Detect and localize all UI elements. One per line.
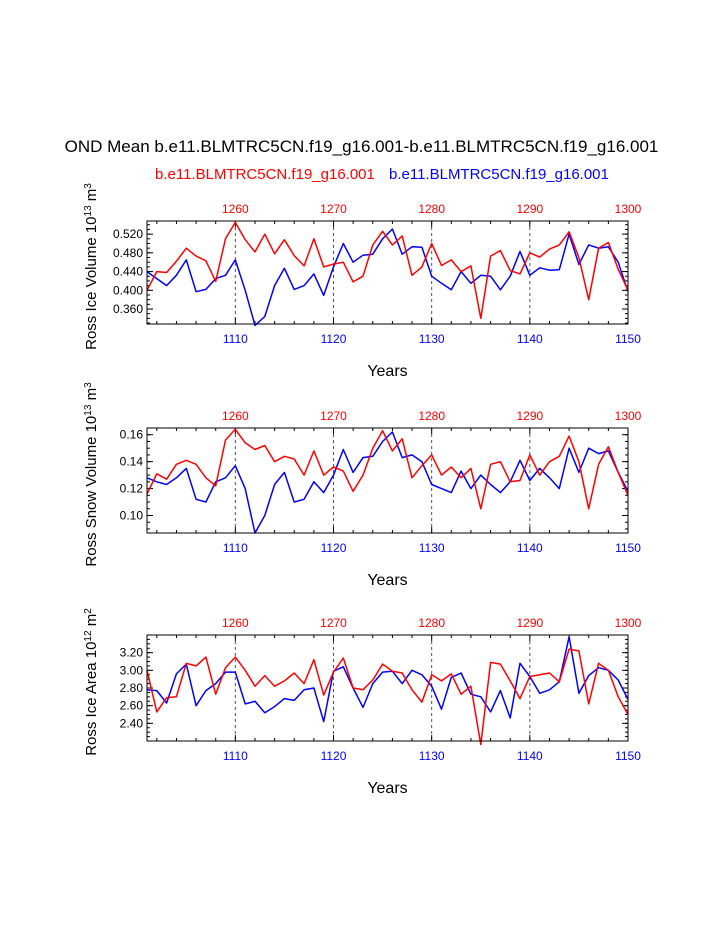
panel3-y-tick-label: 3.20 xyxy=(120,646,144,660)
panel1-y-tick-label: 0.520 xyxy=(113,227,143,241)
panel2-y-tick-label: 0.12 xyxy=(120,482,144,496)
panel3-y-tick-label: 2.40 xyxy=(120,716,144,730)
panel3-x-axis-label: Years xyxy=(367,780,407,797)
panel3-y-tick-label: 3.00 xyxy=(120,663,144,677)
panel3-series-line-1 xyxy=(146,636,629,723)
panel2-x-tick-label: 1110 xyxy=(223,541,248,555)
panel1-series-line-1 xyxy=(146,228,629,327)
panel2-plot-frame xyxy=(146,427,629,534)
panel1-x-axis-label: Years xyxy=(367,363,407,380)
panel1-y-tick-label: 0.440 xyxy=(113,265,143,279)
panel2-series-line-1 xyxy=(146,431,629,534)
panel3-x-tick-label: 1150 xyxy=(615,749,641,763)
panel2-x-axis-label: Years xyxy=(367,572,407,589)
panel2-y-tick-label: 0.16 xyxy=(120,428,144,442)
panel2-top-tick-label: 1260 xyxy=(222,409,249,423)
panel3-top-tick-label: 1300 xyxy=(615,616,642,630)
panel3-x-tick-label: 1140 xyxy=(517,749,543,763)
panel2-y-tick-label: 0.14 xyxy=(120,455,144,469)
panel1-x-tick-label: 1130 xyxy=(419,332,445,346)
panel1-y-tick-label: 0.480 xyxy=(113,246,143,260)
panel2-y-axis-label: Ross Snow Volume 1013 m3 xyxy=(83,382,101,567)
panel1-top-tick-label: 1280 xyxy=(418,202,445,216)
panel2-top-tick-label: 1300 xyxy=(615,409,642,423)
page-title: OND Mean b.e11.BLMTRC5CN.f19_g16.001-b.e… xyxy=(64,137,659,156)
panel2-x-tick-label: 1120 xyxy=(321,541,347,555)
panel3-top-tick-label: 1260 xyxy=(222,616,249,630)
panel1-top-tick-label: 1270 xyxy=(320,202,347,216)
legend-entry-blue: b.e11.BLMTRC5CN.f19_g16.001 xyxy=(389,166,609,183)
panel3-x-tick-label: 1110 xyxy=(223,749,248,763)
panel1-x-tick-label: 1150 xyxy=(615,332,641,346)
panel1-x-tick-label: 1110 xyxy=(223,332,248,346)
panel3-x-tick-label: 1120 xyxy=(321,749,347,763)
panel3-series-line-2 xyxy=(146,648,629,746)
panel1-top-tick-label: 1290 xyxy=(516,202,543,216)
panel3-y-tick-label: 2.60 xyxy=(120,699,144,713)
panel1-top-tick-label: 1260 xyxy=(222,202,249,216)
panel1-x-tick-label: 1140 xyxy=(517,332,543,346)
panel1-x-tick-label: 1120 xyxy=(321,332,347,346)
panel3-top-tick-label: 1280 xyxy=(418,616,445,630)
panel2-x-tick-label: 1140 xyxy=(517,541,543,555)
panel1-series-line-2 xyxy=(146,221,629,320)
panel1-y-tick-label: 0.400 xyxy=(113,283,143,297)
panel2-y-tick-label: 0.10 xyxy=(120,509,144,523)
panel3-y-axis-label: Ross Ice Area 1012 m2 xyxy=(83,608,101,756)
panel2-top-tick-label: 1270 xyxy=(320,409,347,423)
panel3-x-tick-label: 1130 xyxy=(419,749,445,763)
panel1-top-tick-label: 1300 xyxy=(615,202,642,216)
panel3-top-tick-label: 1290 xyxy=(516,616,543,630)
panel1-plot-frame xyxy=(146,220,629,325)
panel3-plot-frame xyxy=(146,634,629,742)
panel2-top-tick-label: 1290 xyxy=(516,409,543,423)
panel1-y-axis-label: Ross Ice Volume 1013 m3 xyxy=(83,183,101,350)
panel1-y-tick-label: 0.360 xyxy=(113,302,143,316)
legend-entry-red: b.e11.BLMTRC5CN.f19_g16.001 xyxy=(155,166,375,183)
panel3-top-tick-label: 1270 xyxy=(320,616,347,630)
panel2-series-line-2 xyxy=(146,428,629,510)
panel3-y-tick-label: 2.80 xyxy=(120,681,144,695)
panel2-x-tick-label: 1150 xyxy=(615,541,641,555)
panel2-x-tick-label: 1130 xyxy=(419,541,445,555)
panel2-top-tick-label: 1280 xyxy=(418,409,445,423)
